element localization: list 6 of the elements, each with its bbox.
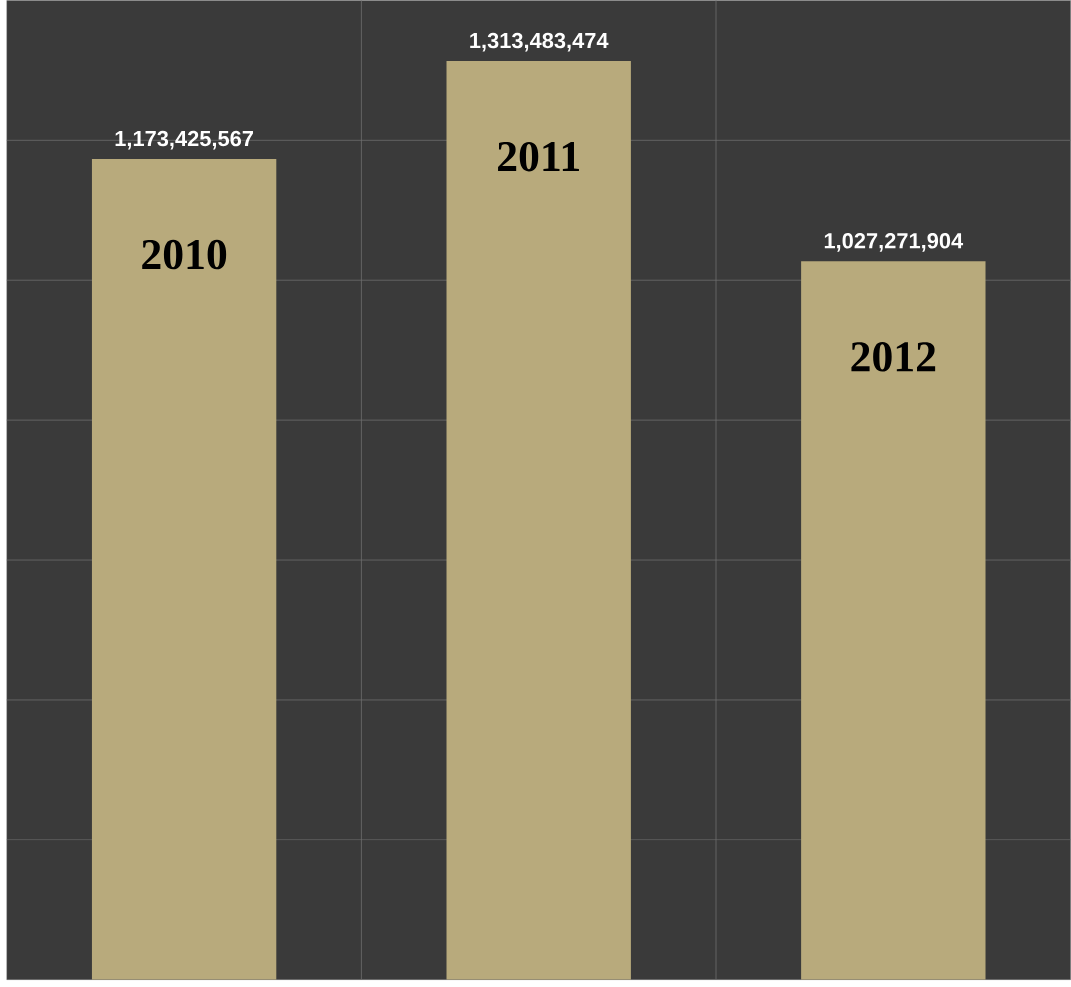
x-tick-label: 2012 <box>851 342 936 372</box>
x-tick-label: 2011 <box>498 142 579 172</box>
x-tick-label: 2010 <box>142 240 227 270</box>
data-label: 1,173,425,567 <box>115 131 253 150</box>
data-label: 1,027,271,904 <box>824 233 964 252</box>
data-label: 1,313,483,474 <box>470 33 609 52</box>
